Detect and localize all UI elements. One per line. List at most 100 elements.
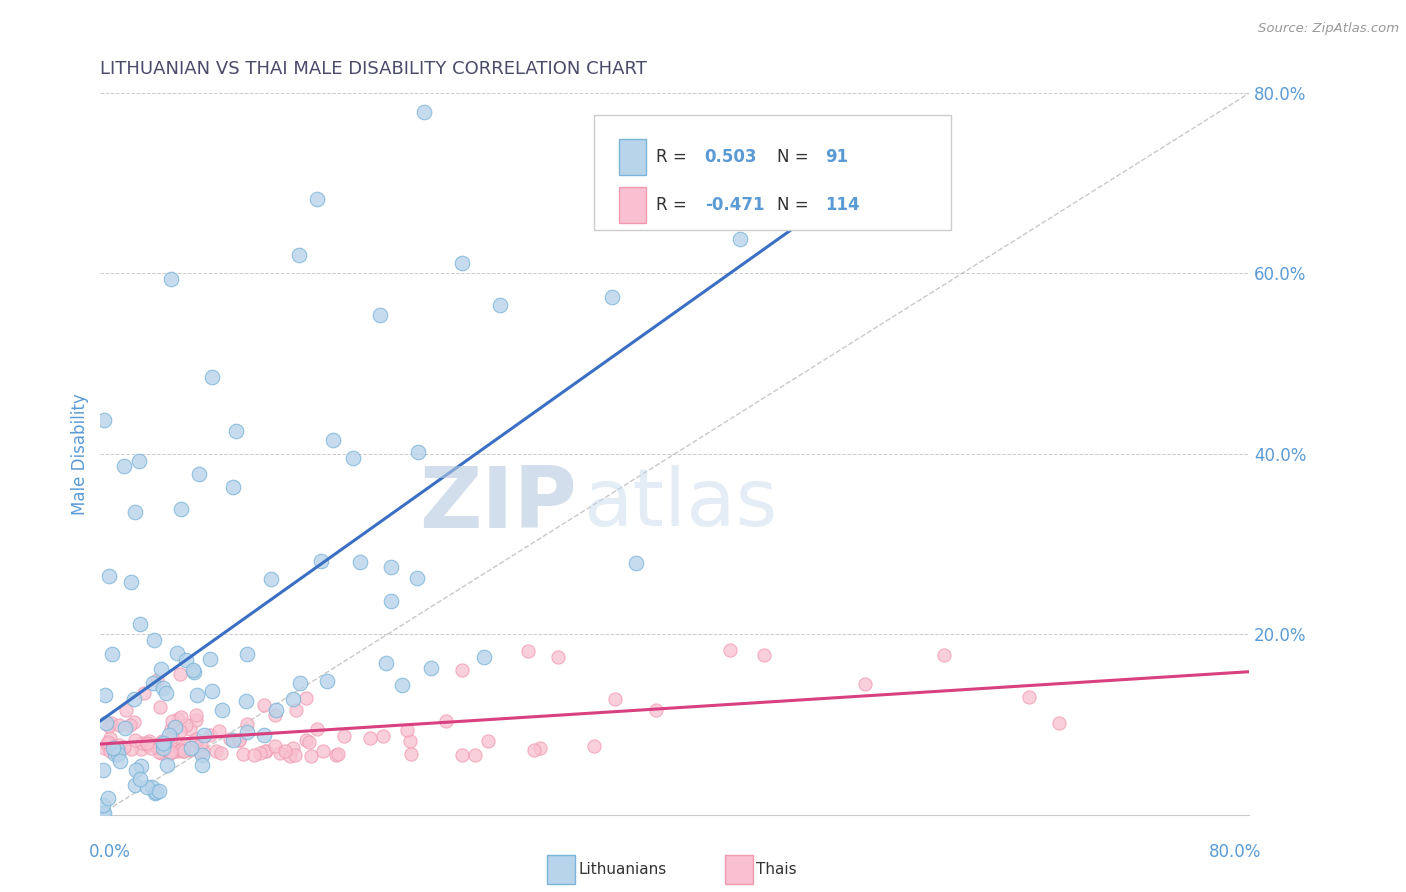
Point xyxy=(167,744,190,758)
Text: atlas: atlas xyxy=(583,466,778,543)
FancyBboxPatch shape xyxy=(619,186,647,223)
Point xyxy=(752,648,775,663)
Point xyxy=(288,248,311,262)
Point xyxy=(295,732,318,747)
Point xyxy=(135,736,157,750)
Point xyxy=(193,728,215,742)
Point xyxy=(124,505,146,519)
Point xyxy=(315,674,337,689)
Point xyxy=(222,733,245,747)
Point xyxy=(419,661,441,675)
Point xyxy=(172,744,194,758)
Point xyxy=(405,571,427,585)
Point xyxy=(517,644,540,658)
Point xyxy=(91,798,114,813)
Point xyxy=(162,730,184,744)
Point xyxy=(375,656,398,670)
Point xyxy=(94,689,117,703)
Point xyxy=(228,733,250,747)
Point xyxy=(200,652,222,666)
Point xyxy=(269,746,291,760)
Text: ZIP: ZIP xyxy=(419,463,576,546)
Point xyxy=(169,666,191,681)
Point xyxy=(201,370,224,384)
Point xyxy=(349,555,371,569)
Point xyxy=(451,663,474,677)
Point xyxy=(285,703,308,717)
Point xyxy=(309,553,332,567)
Point xyxy=(600,290,623,304)
Point xyxy=(325,747,347,762)
Point xyxy=(122,692,145,706)
Point xyxy=(167,713,190,727)
Point xyxy=(98,731,121,745)
Text: 80.0%: 80.0% xyxy=(1208,844,1261,862)
Point xyxy=(128,454,150,468)
Point xyxy=(159,745,181,759)
Point xyxy=(146,673,169,688)
Point xyxy=(156,757,179,772)
Text: Lithuanians: Lithuanians xyxy=(578,862,666,877)
Point xyxy=(380,594,402,608)
Point xyxy=(225,424,247,438)
Point xyxy=(645,703,668,717)
Point xyxy=(143,739,166,753)
Point xyxy=(107,738,129,752)
Point xyxy=(152,740,174,755)
Point xyxy=(101,741,124,756)
Point xyxy=(179,722,201,736)
Point xyxy=(115,703,138,717)
Point xyxy=(104,747,127,761)
Point xyxy=(174,653,197,667)
Point xyxy=(380,560,402,574)
Point xyxy=(108,754,131,768)
Point xyxy=(120,574,142,589)
Point xyxy=(98,744,121,758)
Point xyxy=(176,718,198,732)
Point xyxy=(582,739,605,754)
Point xyxy=(1047,715,1070,730)
Point xyxy=(489,298,512,312)
Point xyxy=(342,450,364,465)
Point xyxy=(129,742,152,756)
Point xyxy=(278,748,301,763)
Point xyxy=(186,688,208,702)
Point xyxy=(190,738,212,752)
Point xyxy=(160,723,183,737)
Point xyxy=(105,742,128,756)
Point xyxy=(547,649,569,664)
Text: R =: R = xyxy=(657,196,692,214)
Point xyxy=(149,746,172,760)
Point xyxy=(299,749,322,764)
Point xyxy=(305,722,328,736)
Point xyxy=(136,780,159,794)
Point xyxy=(136,737,159,751)
Point xyxy=(112,458,135,473)
Point xyxy=(100,716,122,731)
Point xyxy=(170,742,193,756)
Point xyxy=(934,648,956,662)
Point xyxy=(118,718,141,732)
Point xyxy=(253,744,276,758)
Point xyxy=(170,501,193,516)
Point xyxy=(148,784,170,798)
Point xyxy=(200,728,222,742)
Point xyxy=(395,723,418,738)
Text: R =: R = xyxy=(657,148,692,166)
Point xyxy=(114,722,136,736)
Point xyxy=(322,434,344,448)
Text: LITHUANIAN VS THAI MALE DISABILITY CORRELATION CHART: LITHUANIAN VS THAI MALE DISABILITY CORRE… xyxy=(100,60,647,78)
Point xyxy=(166,646,188,660)
Point xyxy=(128,772,150,787)
Point xyxy=(120,742,142,756)
Point xyxy=(522,743,544,757)
Text: 0.503: 0.503 xyxy=(704,148,758,166)
Point xyxy=(143,786,166,800)
Point xyxy=(281,692,304,706)
Point xyxy=(718,643,741,657)
Point xyxy=(288,676,311,690)
FancyBboxPatch shape xyxy=(547,855,575,884)
Point xyxy=(183,665,205,679)
Point xyxy=(243,747,266,762)
Point xyxy=(186,734,208,748)
